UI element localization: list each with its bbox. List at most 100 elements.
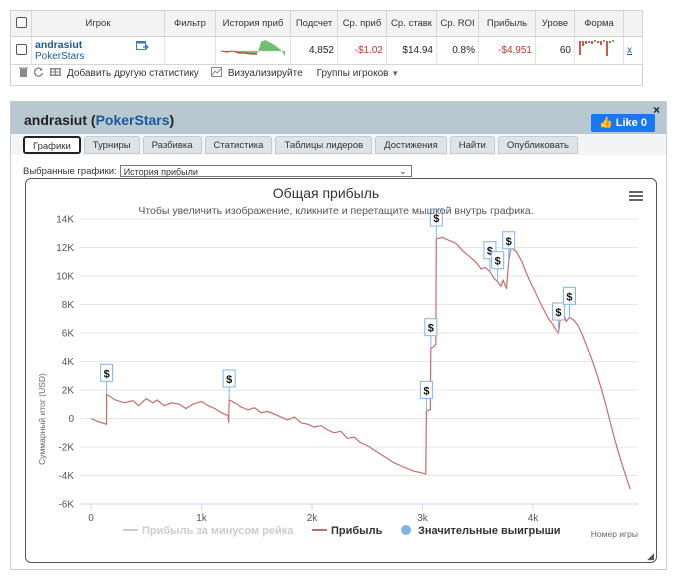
big-win-flag-label: $ bbox=[433, 213, 439, 225]
resize-handle-icon[interactable]: ◢ bbox=[647, 551, 654, 561]
big-win-flag-label: $ bbox=[428, 323, 434, 335]
col-header-filter[interactable]: Фильтр bbox=[164, 11, 216, 37]
form-cell bbox=[574, 36, 624, 65]
tab-leaderboards[interactable]: Таблицы лидеров bbox=[275, 136, 373, 154]
big-win-flag-box bbox=[419, 380, 433, 399]
big-win-flag[interactable]: $ bbox=[562, 286, 576, 318]
player-cell: andrasiut PokerStars bbox=[31, 36, 165, 65]
col-header-profit-history[interactable]: История приб bbox=[215, 11, 291, 37]
y-tick-label: 4K bbox=[62, 357, 75, 368]
big-win-flag-label: $ bbox=[506, 236, 512, 248]
panel-site-link[interactable]: PokerStars bbox=[95, 112, 170, 128]
avg-roi-cell: 0.8% bbox=[436, 36, 479, 65]
x-tick-label: 0 bbox=[88, 513, 94, 524]
row-checkbox-cell[interactable] bbox=[11, 36, 32, 65]
big-win-flag[interactable]: $ bbox=[100, 363, 114, 395]
chart-title: Общая прибыль bbox=[273, 185, 379, 201]
big-win-flag-label: $ bbox=[495, 256, 501, 268]
tab-publish[interactable]: Опубликовать bbox=[497, 136, 578, 154]
big-win-flag[interactable]: $ bbox=[502, 231, 516, 262]
legend-label-raked: Прибыль за минусом рейка bbox=[142, 525, 294, 537]
y-tick-label: -4K bbox=[58, 471, 74, 482]
tab-statistics[interactable]: Статистика bbox=[204, 136, 273, 154]
tab-find[interactable]: Найти bbox=[449, 136, 495, 154]
big-win-flag[interactable]: $ bbox=[429, 208, 443, 239]
chart-subtitle: Чтобы увеличить изображение, кликните и … bbox=[138, 205, 533, 217]
panel-player-name: andrasiut bbox=[24, 112, 88, 128]
chevron-down-icon: ⌄ bbox=[399, 166, 407, 176]
col-header-avg-stake[interactable]: Ср. ставк bbox=[386, 11, 437, 37]
big-win-flag[interactable]: $ bbox=[551, 302, 565, 333]
select-all-checkbox[interactable] bbox=[15, 16, 27, 28]
big-win-flag-label: $ bbox=[566, 291, 572, 303]
big-win-flag-box bbox=[100, 363, 114, 382]
big-win-flag[interactable]: $ bbox=[419, 380, 433, 412]
tab-breakdown[interactable]: Разбивка bbox=[142, 136, 202, 154]
big-win-flag-label: $ bbox=[423, 385, 429, 397]
col-header-remove bbox=[623, 11, 643, 37]
col-header-level[interactable]: Урове bbox=[535, 11, 575, 37]
chart-legend: Прибыль за минусом рейка Прибыль Значите… bbox=[123, 525, 561, 537]
level-cell: 60 bbox=[535, 36, 575, 65]
big-win-flag-box bbox=[491, 251, 505, 270]
facebook-like-button[interactable]: 👍 Like 0 bbox=[591, 114, 655, 132]
graph-select-row: Выбранные графики: История прибыли ⌄ bbox=[23, 165, 412, 177]
y-tick-label: 6K bbox=[62, 329, 75, 340]
tab-tournaments[interactable]: Турниры bbox=[83, 136, 140, 154]
close-icon[interactable]: × bbox=[653, 103, 661, 117]
big-win-flag[interactable]: $ bbox=[491, 251, 505, 282]
big-win-flag-box bbox=[424, 318, 438, 337]
y-tick-label: -6K bbox=[58, 500, 74, 511]
y-tick-label: 0 bbox=[68, 414, 74, 425]
big-win-flag[interactable]: $ bbox=[424, 318, 438, 349]
player-groups-dropdown[interactable]: Группы игроков ▼ bbox=[317, 68, 400, 79]
add-stats-link[interactable]: Добавить другую статистику bbox=[67, 68, 199, 79]
count-cell: 4,852 bbox=[290, 36, 338, 65]
graph-select-value: История прибыли bbox=[123, 167, 198, 177]
col-header-form[interactable]: Форма bbox=[574, 11, 624, 37]
player-groups-label: Группы игроков bbox=[316, 68, 389, 79]
row-checkbox[interactable] bbox=[15, 43, 27, 55]
col-header-player[interactable]: Игрок bbox=[31, 11, 165, 37]
visualize-icon[interactable] bbox=[210, 67, 222, 80]
player-site-link[interactable]: PokerStars bbox=[35, 51, 85, 62]
graph-select[interactable]: История прибыли ⌄ bbox=[119, 165, 412, 177]
remove-cell[interactable]: x bbox=[623, 36, 643, 65]
y-tick-label: 10K bbox=[56, 272, 74, 283]
form-bars bbox=[579, 40, 614, 56]
legend-item-raked[interactable]: Прибыль за минусом рейка bbox=[123, 525, 294, 537]
remove-player-link[interactable]: x bbox=[627, 45, 632, 56]
trash-icon[interactable] bbox=[19, 67, 28, 80]
profit-history-sparkline-cell bbox=[215, 36, 291, 65]
tab-charts[interactable]: Графики bbox=[23, 136, 81, 154]
col-header-avg-roi[interactable]: Ср. ROI bbox=[436, 11, 479, 37]
chart-container[interactable]: -6K -4K -2K 0 2K 4K 6K 8K 10K 12K 14K 0 1k 2k 3k 4k $ $ $… bbox=[25, 178, 657, 563]
x-axis-title: Номер игры bbox=[591, 529, 638, 539]
select-all-checkbox-cell[interactable] bbox=[11, 11, 32, 37]
avg-stake-cell: $14.94 bbox=[386, 36, 437, 65]
big-win-flag-label: $ bbox=[226, 374, 232, 386]
legend-item-big-wins[interactable]: Значительные выигрыши bbox=[401, 525, 561, 537]
refresh-icon[interactable] bbox=[33, 67, 44, 80]
big-win-flag-label: $ bbox=[104, 368, 110, 380]
big-win-flag-box bbox=[222, 369, 236, 388]
big-win-flag[interactable]: $ bbox=[222, 369, 236, 400]
col-header-profit[interactable]: Прибыль bbox=[478, 11, 536, 37]
col-header-avg-profit[interactable]: Ср. приб bbox=[337, 11, 387, 37]
player-name-link[interactable]: andrasiut bbox=[35, 39, 83, 51]
y-tick-label: 2K bbox=[62, 386, 75, 397]
col-header-count[interactable]: Подсчет bbox=[290, 11, 338, 37]
visualize-link[interactable]: Визуализируйте bbox=[227, 68, 303, 79]
table-toolbar: Добавить другую статистику Визуализируйт… bbox=[19, 67, 399, 80]
open-player-icon[interactable] bbox=[136, 41, 149, 52]
big-win-flag[interactable]: $ bbox=[483, 241, 497, 272]
chart-menu-icon[interactable] bbox=[628, 190, 644, 203]
tab-content: Выбранные графики: История прибыли ⌄ -6K… bbox=[11, 155, 666, 569]
table-row: andrasiut PokerStars 4 bbox=[11, 36, 643, 65]
x-tick-label: 2k bbox=[307, 513, 319, 524]
tab-achievements[interactable]: Достижения bbox=[375, 136, 447, 154]
filter-cell[interactable] bbox=[164, 36, 216, 65]
add-stats-icon[interactable] bbox=[50, 67, 61, 80]
legend-item-profit[interactable]: Прибыль bbox=[312, 525, 383, 537]
